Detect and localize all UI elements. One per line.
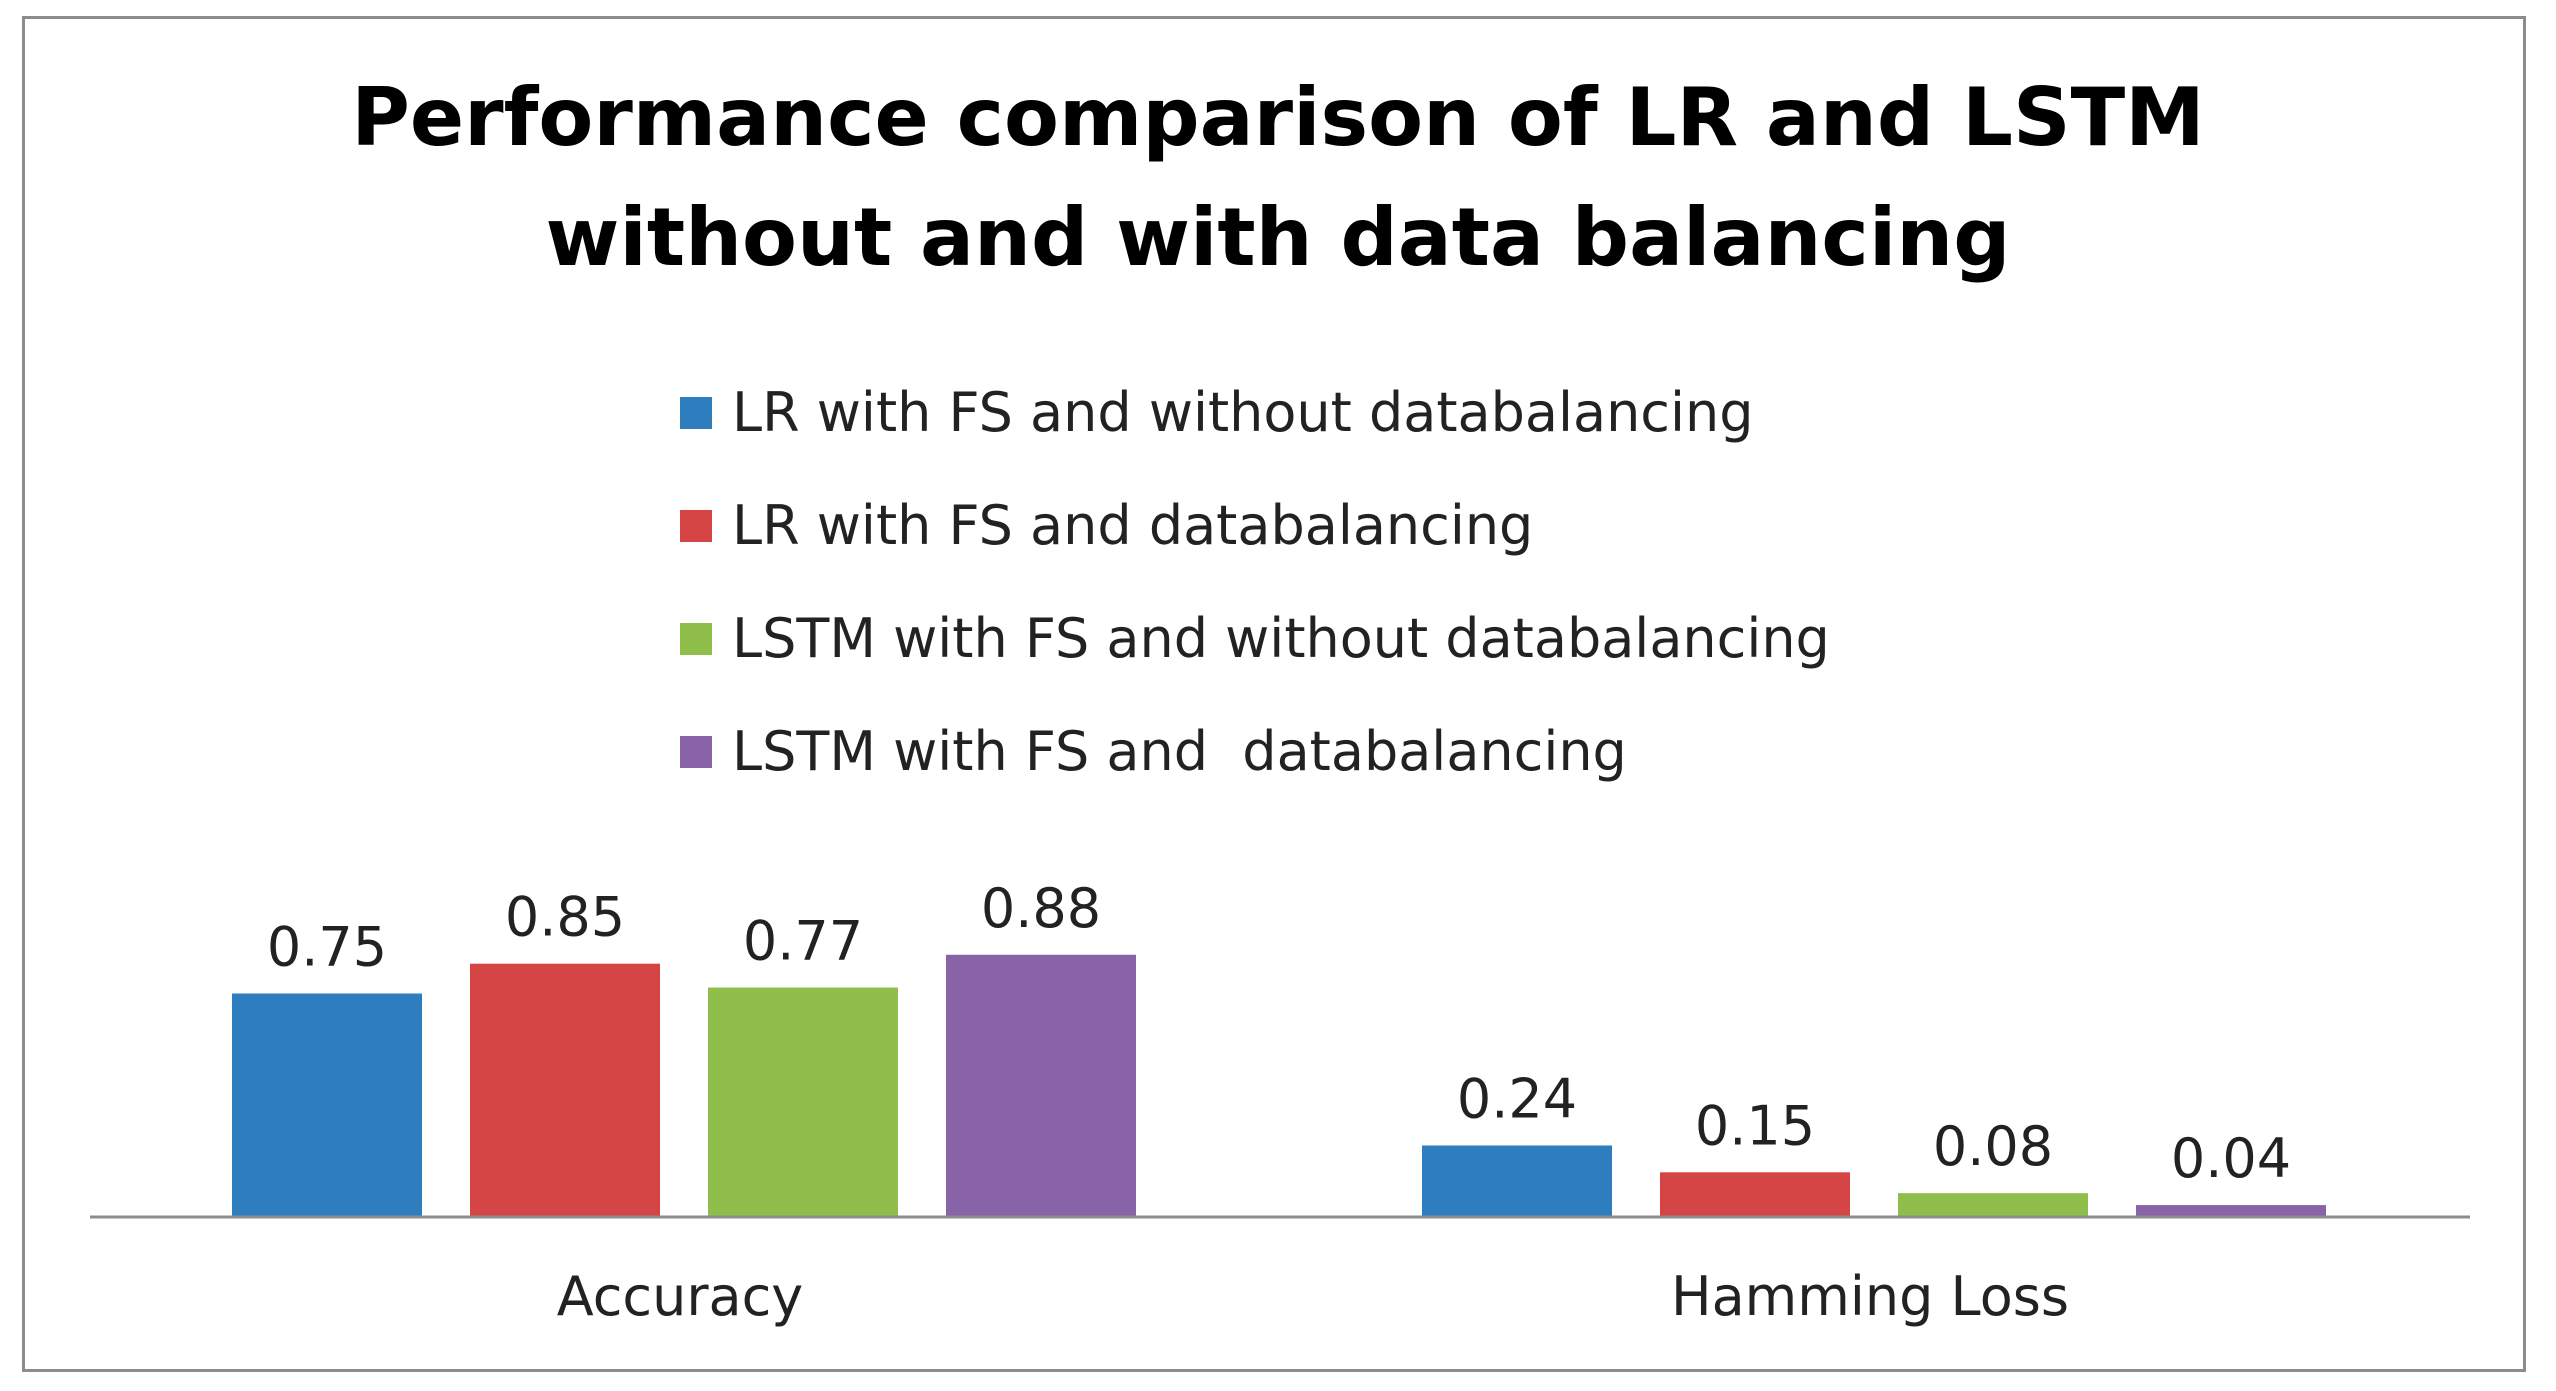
legend-swatch xyxy=(680,396,712,429)
data-label: 0.77 xyxy=(743,910,863,973)
legend-item-lstm-without-balancing: LSTM with FS and without databalancing xyxy=(680,582,2080,695)
legend-item-lr-with-balancing: LR with FS and databalancing xyxy=(680,469,2080,582)
chart-title-line-2: without and with data balancing xyxy=(545,191,2011,284)
legend-label: LR with FS and without databalancing xyxy=(732,381,1754,444)
chart-title: Performance comparison of LR and LSTM wi… xyxy=(0,58,2556,298)
bar xyxy=(1660,1172,1850,1217)
legend-label: LSTM with FS and databalancing xyxy=(732,720,1627,783)
data-label: 0.04 xyxy=(2171,1127,2291,1190)
data-label: 0.08 xyxy=(1933,1115,2053,1178)
bar xyxy=(1898,1193,2088,1217)
bar xyxy=(470,963,660,1217)
chart-frame xyxy=(22,16,2526,1372)
bar xyxy=(946,954,1136,1217)
data-label: 0.88 xyxy=(981,877,1101,940)
bar xyxy=(708,987,898,1217)
legend-label: LR with FS and databalancing xyxy=(732,494,1534,557)
data-label: 0.15 xyxy=(1695,1094,1815,1157)
chart-legend: LR with FS and without databalancing LR … xyxy=(680,356,2080,808)
bar xyxy=(2136,1205,2326,1217)
legend-swatch xyxy=(680,622,712,655)
x-tick-label: Accuracy xyxy=(557,1265,804,1328)
data-label: 0.85 xyxy=(505,886,625,949)
chart-title-line-1: Performance comparison of LR and LSTM xyxy=(351,71,2205,164)
legend-swatch xyxy=(680,735,712,768)
legend-swatch xyxy=(680,509,712,542)
bar xyxy=(1422,1145,1612,1217)
legend-item-lstm-with-balancing: LSTM with FS and databalancing xyxy=(680,695,2080,808)
x-tick-label: Hamming Loss xyxy=(1671,1265,2069,1328)
data-label: 0.75 xyxy=(267,916,387,979)
legend-label: LSTM with FS and without databalancing xyxy=(732,607,1830,670)
data-label: 0.24 xyxy=(1457,1067,1577,1130)
bar xyxy=(232,993,422,1217)
legend-item-lr-without-balancing: LR with FS and without databalancing xyxy=(680,356,2080,469)
